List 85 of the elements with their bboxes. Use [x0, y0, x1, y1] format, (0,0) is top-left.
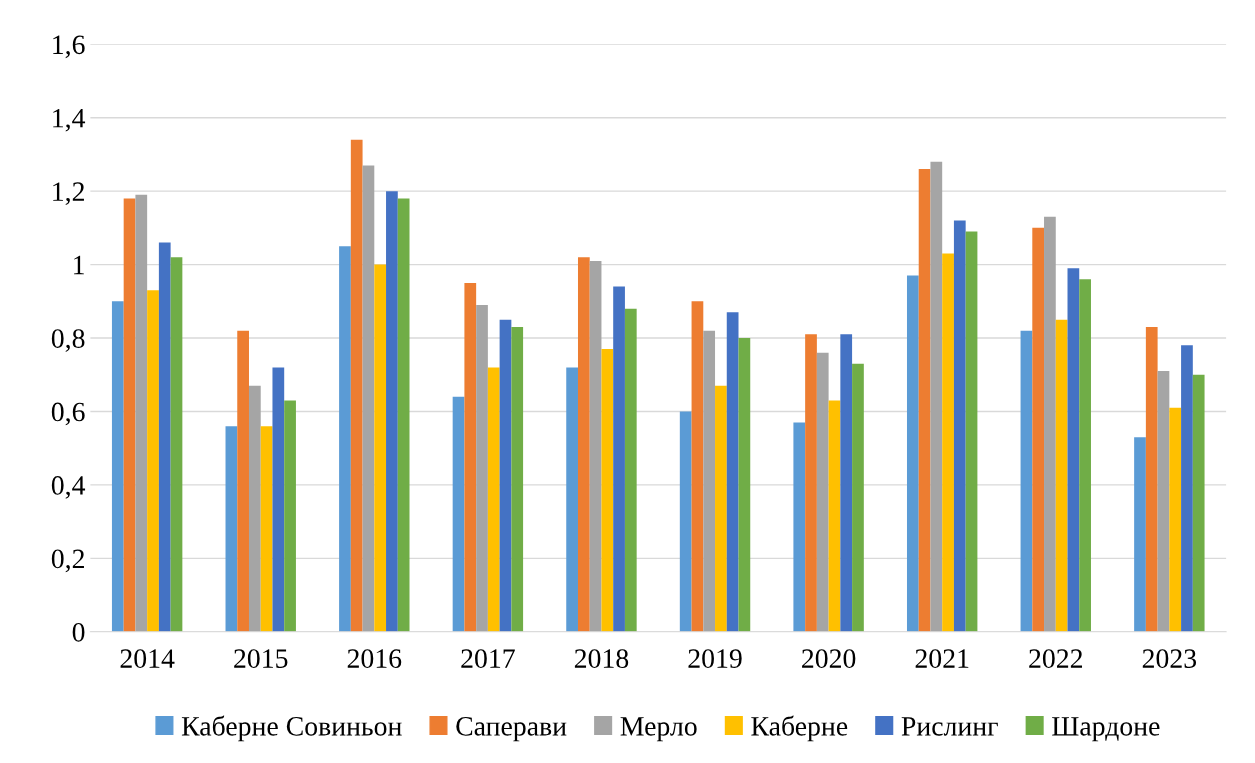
bar	[828, 400, 841, 632]
bar	[397, 198, 410, 632]
bar	[1145, 326, 1158, 632]
legend-label: Шардоне	[1052, 717, 1160, 742]
bar	[852, 363, 864, 632]
x-tick-label: 2014	[120, 649, 175, 668]
x-tick-label: 2020	[802, 649, 856, 668]
y-tick-label: 0,4	[51, 476, 86, 499]
x-tick-label: 2022	[1029, 649, 1083, 668]
bar	[452, 396, 465, 632]
bar	[691, 301, 704, 632]
y-tick-label: 0,6	[51, 402, 85, 426]
bar	[339, 246, 351, 632]
y-tick-label: 0,8	[51, 329, 85, 352]
bar	[589, 260, 602, 632]
bar	[1044, 216, 1056, 632]
bar	[624, 308, 637, 632]
bar	[386, 191, 398, 632]
legend-label: Саперави	[456, 717, 567, 742]
bar	[930, 161, 943, 632]
bar	[476, 304, 488, 632]
bar	[1020, 330, 1033, 632]
bar	[272, 367, 285, 632]
x-tick-label: 2016	[347, 649, 402, 668]
bar	[362, 165, 375, 632]
bar	[260, 426, 273, 632]
y-tick-label: 1	[74, 255, 84, 275]
bar	[738, 338, 751, 632]
bar	[350, 139, 363, 632]
bar	[487, 367, 500, 632]
bar	[1181, 345, 1193, 632]
bar	[123, 198, 136, 632]
bar	[1134, 437, 1146, 632]
bar	[1079, 279, 1091, 632]
bar	[613, 286, 625, 632]
bar	[1055, 319, 1068, 632]
bar	[942, 253, 954, 632]
y-tick-label: 0,2	[51, 549, 84, 573]
bar	[464, 282, 477, 632]
y-tick-label: 1,6	[53, 35, 85, 59]
bar	[1157, 371, 1170, 632]
legend-label: Рислинг	[901, 717, 998, 736]
bar	[158, 242, 171, 632]
bar	[1192, 374, 1205, 632]
bar	[805, 334, 817, 632]
bar	[953, 220, 966, 632]
legend-label: Каберне Совиньон	[181, 715, 402, 742]
bar	[840, 334, 853, 632]
bar	[147, 290, 159, 632]
bar	[816, 352, 829, 632]
bar	[715, 385, 727, 632]
bar	[577, 257, 590, 632]
bar	[284, 400, 296, 632]
bar	[601, 349, 614, 632]
bar	[374, 264, 387, 632]
bar	[679, 411, 692, 632]
bar	[1169, 407, 1182, 632]
bar	[111, 301, 124, 632]
bar	[1032, 227, 1045, 632]
bar	[918, 169, 931, 632]
x-tick-label: 2019	[688, 649, 742, 668]
bar	[225, 426, 238, 632]
x-tick-label: 2018	[574, 649, 629, 668]
x-tick-label: 2015	[234, 649, 288, 668]
legend-label: Каберне	[751, 715, 848, 742]
bar	[237, 330, 249, 632]
x-tick-label: 2023	[1142, 649, 1197, 668]
bar	[726, 312, 739, 632]
y-tick-label: 1,4	[53, 108, 86, 132]
y-tick-label: 1,2	[53, 182, 84, 206]
x-tick-label: 2021	[915, 649, 969, 668]
bar	[793, 422, 806, 632]
bar	[965, 231, 978, 632]
bar	[511, 326, 524, 632]
bar	[906, 275, 919, 632]
bar	[248, 385, 261, 632]
x-tick-label: 2017	[461, 649, 515, 668]
bar	[703, 330, 716, 632]
bar	[135, 194, 148, 632]
bar	[1067, 268, 1080, 632]
legend-label: Мерло	[620, 717, 697, 742]
bar	[566, 367, 578, 632]
bar	[170, 257, 183, 632]
y-tick-label: 0	[72, 622, 85, 642]
bar	[499, 319, 512, 632]
